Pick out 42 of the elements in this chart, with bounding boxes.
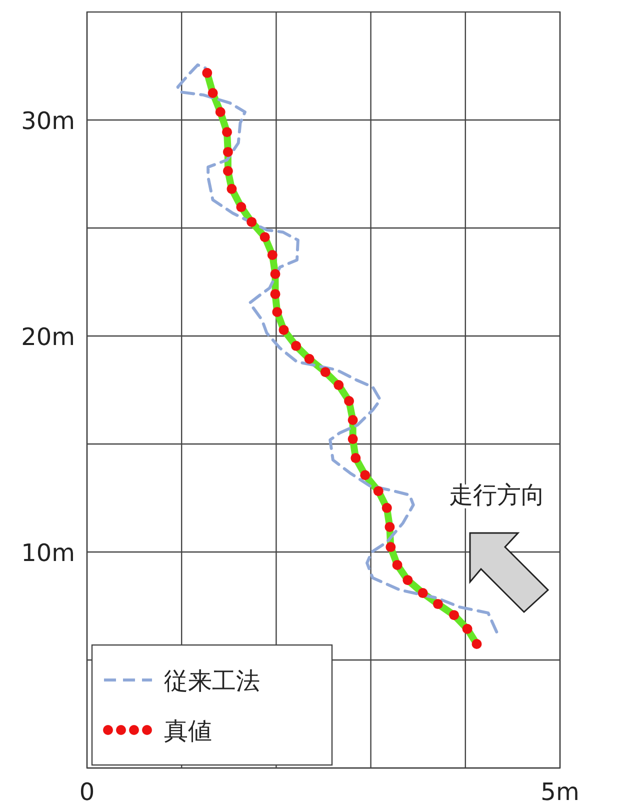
point: [432, 599, 443, 610]
point: [449, 610, 460, 620]
point: [260, 232, 270, 242]
point: [348, 434, 358, 444]
point: [462, 624, 472, 634]
point: [272, 307, 282, 318]
point: [291, 340, 302, 351]
point: [208, 88, 218, 98]
point: [222, 146, 233, 157]
legend-label: 真値: [164, 717, 212, 745]
legend-label: 従来工法: [164, 667, 260, 695]
point: [267, 250, 278, 260]
point: [392, 560, 402, 570]
ytick: 10m: [21, 539, 75, 567]
point: [270, 269, 280, 280]
point: [344, 396, 354, 406]
point: [304, 354, 314, 364]
ytick: 20m: [21, 323, 75, 351]
point: [270, 289, 280, 300]
point: [384, 522, 395, 532]
point: [386, 542, 396, 552]
point: [222, 127, 232, 138]
point: [373, 486, 384, 496]
ytick: 30m: [21, 107, 75, 135]
point: [382, 502, 392, 513]
point: [236, 202, 246, 212]
point: [278, 324, 289, 335]
point: [226, 184, 237, 194]
point: [350, 453, 361, 464]
point: [222, 166, 233, 176]
point: [360, 470, 370, 480]
point: [320, 367, 330, 378]
point: [215, 107, 226, 118]
point: [202, 68, 212, 78]
point: [418, 588, 428, 598]
point: [472, 639, 482, 650]
point: [402, 575, 413, 586]
point: [246, 216, 257, 227]
xtick: 5m: [540, 778, 580, 805]
point: [334, 380, 344, 390]
point: [348, 415, 358, 426]
xtick: 0: [79, 778, 95, 805]
